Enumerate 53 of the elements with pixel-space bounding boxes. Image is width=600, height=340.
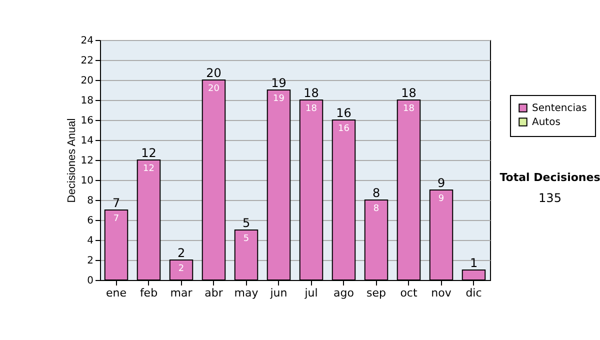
data-label: 2 bbox=[178, 264, 184, 274]
total-label: 18 bbox=[304, 86, 319, 100]
data-label: 7 bbox=[113, 214, 120, 224]
total-label: 2 bbox=[177, 246, 186, 260]
data-label: 18 bbox=[306, 104, 318, 114]
total-label: 16 bbox=[336, 106, 352, 120]
y-tick-label: 14 bbox=[80, 136, 94, 146]
data-label: 19 bbox=[273, 94, 285, 104]
x-tick-label: nov bbox=[431, 286, 452, 300]
data-label: 12 bbox=[143, 164, 154, 174]
x-tick-label: oct bbox=[400, 286, 418, 300]
y-tick-label: 18 bbox=[80, 96, 94, 106]
y-tick-label: 2 bbox=[87, 256, 94, 266]
total-label: 7 bbox=[112, 196, 120, 210]
total-label: 5 bbox=[242, 216, 250, 230]
y-tick-label: 10 bbox=[80, 176, 94, 186]
data-label: 16 bbox=[338, 124, 350, 134]
y-tick-label: 16 bbox=[80, 116, 94, 126]
x-tick-label: abr bbox=[204, 286, 224, 300]
y-tick-label: 6 bbox=[87, 216, 94, 226]
y-tick-label: 4 bbox=[87, 236, 94, 246]
text: 135 bbox=[538, 191, 562, 205]
x-tick-label: dic bbox=[466, 286, 482, 300]
total-label: 9 bbox=[437, 176, 446, 190]
y-tick-label: 8 bbox=[87, 196, 94, 206]
y-axis-title: Decisiones Anual bbox=[66, 118, 78, 203]
x-tick-label: mar bbox=[170, 286, 193, 300]
data-label: 9 bbox=[438, 194, 444, 204]
x-tick-label: jun bbox=[269, 286, 288, 300]
data-label: 5 bbox=[243, 234, 250, 244]
x-tick-label: jul bbox=[304, 286, 318, 300]
x-tick-label: feb bbox=[140, 286, 158, 300]
y-tick-label: 0 bbox=[87, 276, 94, 286]
data-label: 20 bbox=[208, 84, 220, 94]
total-label: 20 bbox=[206, 66, 222, 80]
data-label: 18 bbox=[403, 104, 415, 114]
total-label: 1 bbox=[470, 256, 478, 270]
x-tick-label: ene bbox=[106, 286, 127, 300]
total-label: 18 bbox=[401, 86, 416, 100]
total-label: 19 bbox=[271, 76, 286, 90]
total-label: 8 bbox=[372, 186, 380, 200]
y-tick-label: 22 bbox=[80, 56, 94, 66]
x-tick-label: may bbox=[234, 286, 259, 300]
y-tick-label: 20 bbox=[80, 76, 94, 86]
data-label: 8 bbox=[373, 204, 380, 214]
y-tick-label: 24 bbox=[80, 36, 94, 46]
x-tick-label: ago bbox=[334, 286, 354, 300]
legend-label: Autos bbox=[532, 117, 560, 128]
x-tick-label: sep bbox=[366, 286, 386, 300]
text: Total Decisiones bbox=[500, 171, 600, 184]
legend-label: Sentencias bbox=[532, 103, 587, 114]
total-label: 12 bbox=[141, 146, 156, 160]
y-tick-label: 12 bbox=[80, 156, 94, 166]
